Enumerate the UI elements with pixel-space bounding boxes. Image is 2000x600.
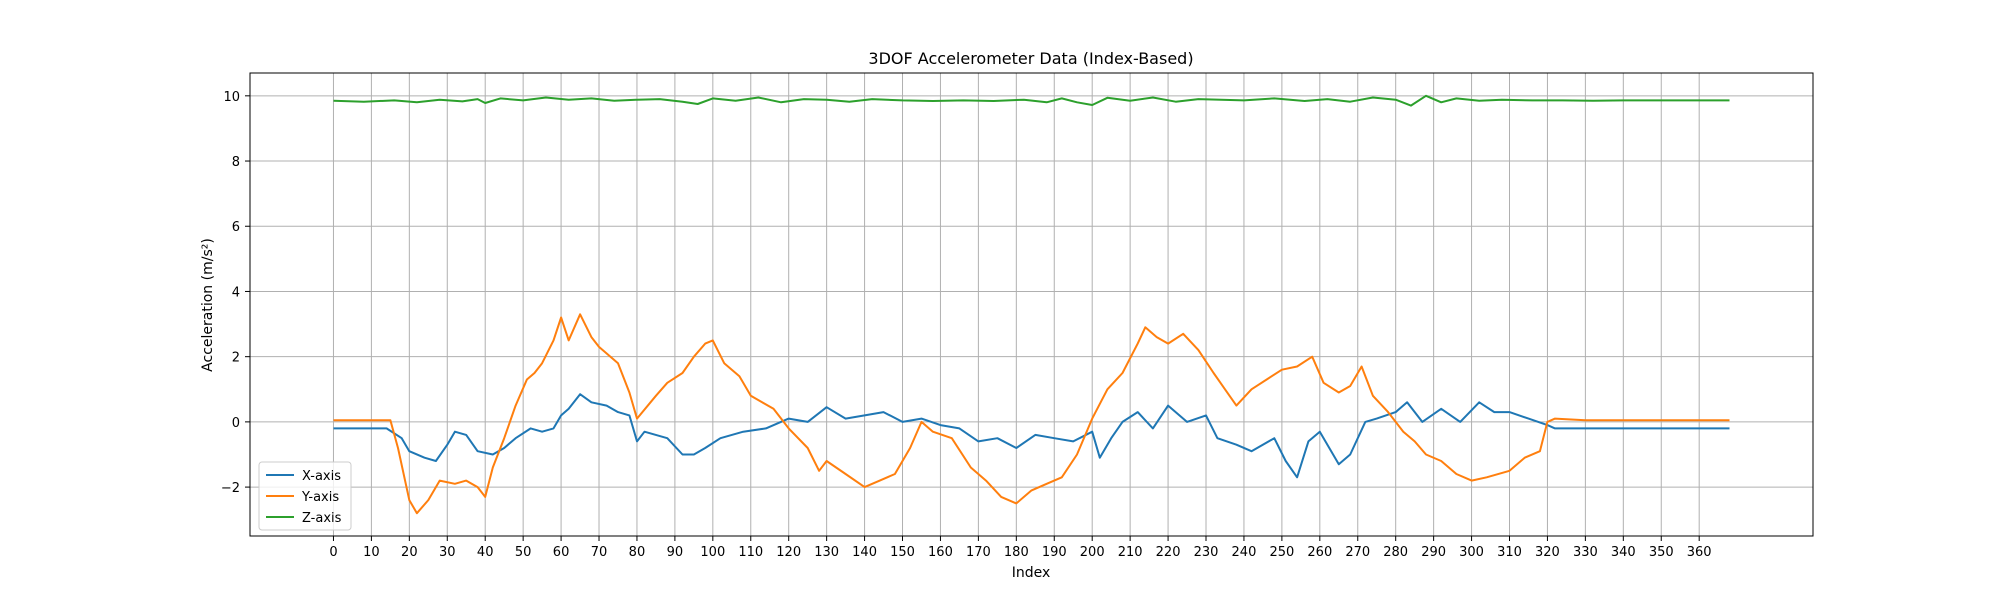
x-tick-label: 270	[1345, 545, 1370, 560]
y-tick-label: 6	[232, 220, 240, 235]
x-tick-label: 140	[852, 545, 877, 560]
x-tick-label: 30	[439, 545, 456, 560]
axis-ticks: 0 10 20 30 40 50 60 70 80 90 100 110 120 130 140 150 160…	[221, 90, 1712, 560]
y-tick-label: 8	[232, 155, 240, 170]
x-tick-label: 130	[814, 545, 839, 560]
x-tick-label: 0	[329, 545, 337, 560]
x-tick-label: 250	[1269, 545, 1294, 560]
x-tick-label: 60	[553, 545, 570, 560]
y-tick-label: 10	[223, 90, 240, 105]
x-tick-label: 170	[966, 545, 991, 560]
x-tick-label: 350	[1649, 545, 1674, 560]
legend: X-axis Y-axis Z-axis	[258, 461, 352, 531]
x-tick-label: 310	[1497, 545, 1522, 560]
x-tick-label: 300	[1459, 545, 1484, 560]
x-tick-label: 260	[1307, 545, 1332, 560]
legend-label: X-axis	[302, 469, 341, 484]
x-tick-label: 40	[477, 545, 494, 560]
x-tick-label: 100	[700, 545, 725, 560]
x-tick-label: 10	[363, 545, 380, 560]
x-tick-label: 220	[1156, 545, 1181, 560]
x-tick-label: 210	[1118, 545, 1143, 560]
x-tick-label: 20	[401, 545, 418, 560]
x-tick-label: 360	[1687, 545, 1712, 560]
y-axis-label: Acceleration (m/s²)	[200, 238, 216, 372]
x-tick-label: 150	[890, 545, 915, 560]
series-line-x-axis	[333, 393, 1730, 479]
series-lines	[333, 94, 1730, 515]
x-tick-label: 320	[1535, 545, 1560, 560]
x-tick-label: 90	[667, 545, 684, 560]
legend-label: Z-axis	[302, 511, 342, 526]
series-line-z-axis	[333, 94, 1730, 107]
x-tick-label: 120	[776, 545, 801, 560]
x-tick-label: 240	[1232, 545, 1257, 560]
x-tick-label: 290	[1421, 545, 1446, 560]
x-tick-label: 200	[1080, 545, 1105, 560]
x-tick-label: 230	[1194, 545, 1219, 560]
x-tick-label: 190	[1042, 545, 1067, 560]
x-tick-label: 80	[629, 545, 646, 560]
x-tick-label: 180	[1004, 545, 1029, 560]
x-tick-label: 280	[1383, 545, 1408, 560]
legend-label: Y-axis	[301, 490, 339, 505]
legend-box	[258, 461, 352, 531]
x-tick-label: 160	[928, 545, 953, 560]
x-axis-label: Index	[1012, 565, 1051, 581]
y-tick-label: 4	[232, 285, 240, 300]
x-tick-label: 70	[591, 545, 608, 560]
chart-title: 3DOF Accelerometer Data (Index-Based)	[868, 49, 1193, 68]
grid-lines	[250, 73, 1813, 536]
x-tick-label: 330	[1573, 545, 1598, 560]
series-line-y-axis	[333, 313, 1730, 515]
y-tick-label: 0	[232, 416, 240, 431]
x-tick-label: 50	[515, 545, 532, 560]
x-tick-label: 340	[1611, 545, 1636, 560]
plot-area-frame	[249, 72, 1814, 537]
y-tick-label: 2	[232, 351, 240, 366]
y-tick-label: −2	[221, 481, 240, 496]
x-tick-label: 110	[738, 545, 763, 560]
